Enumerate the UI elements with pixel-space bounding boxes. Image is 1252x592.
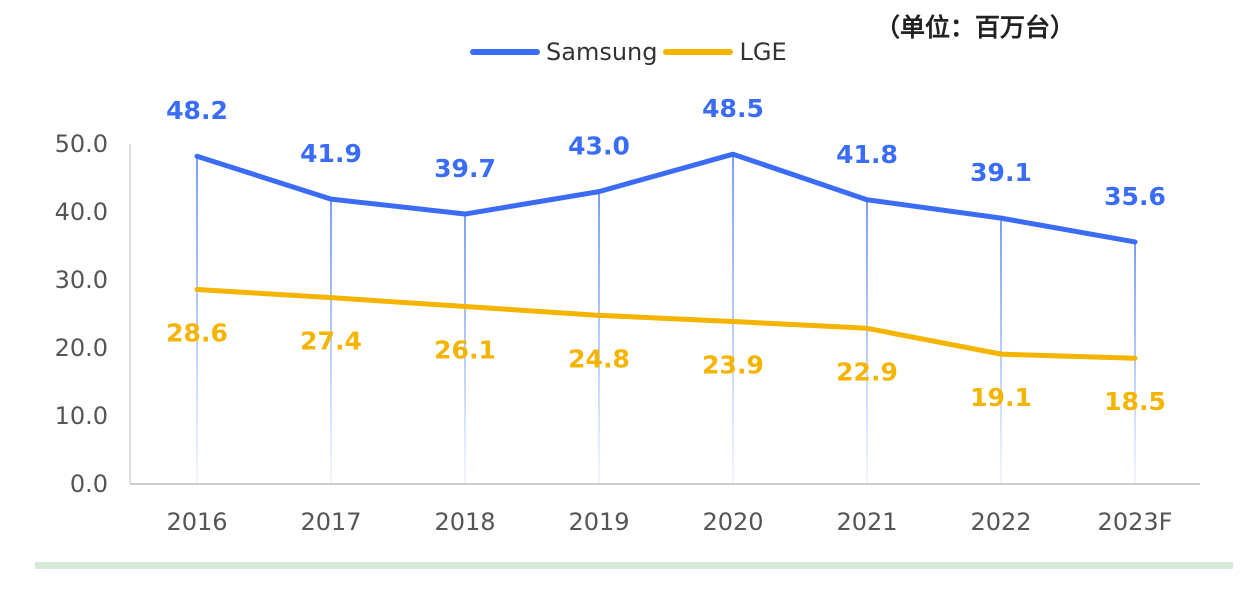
x-tick-label: 2022 (970, 508, 1031, 536)
lge-line (194, 287, 1138, 361)
lge-data-label: 23.9 (702, 350, 764, 379)
samsung-data-label: 48.2 (166, 96, 228, 125)
bottom-band (35, 562, 1233, 569)
lge-data-label: 26.1 (434, 336, 496, 365)
y-tick-label: 20.0 (55, 334, 108, 362)
axes (129, 144, 1200, 485)
legend-swatch-samsung (470, 49, 540, 55)
y-tick-label: 40.0 (55, 198, 108, 226)
y-tick-label: 50.0 (55, 130, 108, 158)
legend-item-lge: LGE (663, 38, 792, 66)
legend-item-samsung: Samsung (470, 38, 663, 66)
drop-line (464, 214, 466, 485)
samsung-data-label: 48.5 (702, 94, 764, 123)
samsung-line (194, 151, 1138, 245)
drop-line (196, 156, 198, 485)
x-tick-label: 2023F (1098, 508, 1173, 536)
x-tick-label: 2021 (836, 508, 897, 536)
x-tick-label: 2017 (300, 508, 361, 536)
y-tick-label: 30.0 (55, 266, 108, 294)
lge-data-label: 28.6 (166, 319, 228, 348)
y-tick-label: 0.0 (70, 470, 108, 498)
samsung-data-label: 35.6 (1104, 182, 1166, 211)
drop-line (598, 191, 600, 484)
lge-data-label: 24.8 (568, 344, 630, 373)
lge-data-label: 27.4 (300, 327, 362, 356)
data-labels: 48.2 41.9 39.7 43.0 48.5 41.8 39.1 35.6 28.6 27.4… (166, 94, 1166, 416)
lge-data-label: 22.9 (836, 357, 898, 386)
samsung-data-label: 41.9 (300, 139, 362, 168)
drop-line (866, 199, 868, 484)
samsung-data-label: 39.7 (434, 154, 496, 183)
samsung-data-label: 41.8 (836, 140, 898, 169)
drop-line (1134, 241, 1136, 484)
samsung-data-label: 39.1 (970, 158, 1032, 187)
unit-label: （单位：百万台） (875, 13, 1076, 42)
drop-line (1000, 218, 1002, 484)
series-lines (194, 151, 1138, 361)
x-axis-ticks: 2016 2017 2018 2019 2020 2021 2022 2023F (166, 508, 1172, 536)
legend: Samsung LGE (470, 34, 793, 70)
y-tick-label: 10.0 (55, 402, 108, 430)
lge-data-label: 19.1 (970, 383, 1032, 412)
legend-label-samsung: Samsung (546, 38, 658, 66)
samsung-data-label: 43.0 (568, 132, 630, 161)
lge-data-label: 18.5 (1104, 387, 1166, 416)
x-tick-label: 2016 (166, 508, 227, 536)
x-tick-label: 2019 (568, 508, 629, 536)
drop-line (330, 199, 332, 484)
x-tick-label: 2020 (702, 508, 763, 536)
x-tick-label: 2018 (434, 508, 495, 536)
legend-label-lge: LGE (739, 38, 787, 66)
y-axis-ticks: 0.0 10.0 20.0 30.0 40.0 50.0 (55, 130, 108, 498)
legend-swatch-lge (663, 49, 734, 55)
